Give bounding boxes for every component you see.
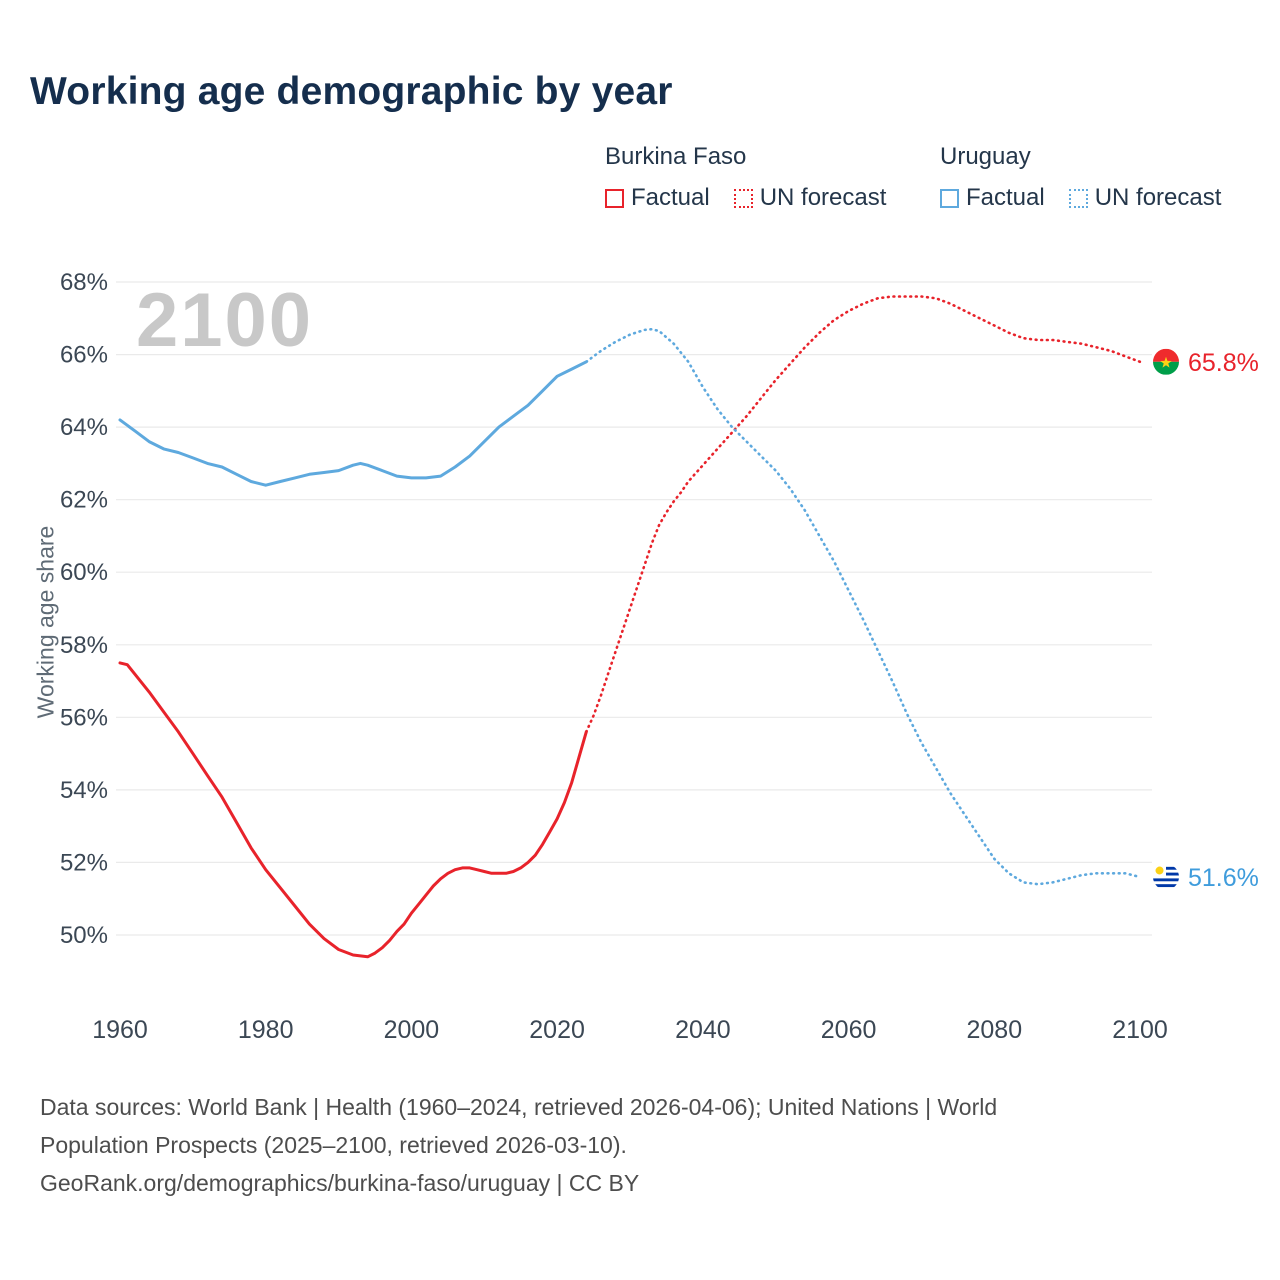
y-tick-label: 68% (60, 269, 108, 296)
series-burkina-faso-factual (118, 661, 588, 959)
legend-row-burkina-faso: Factual UN forecast (605, 184, 910, 212)
legend-country-burkina-faso: Burkina Faso (605, 143, 747, 170)
legend-label-burkina-faso-factual: Factual (631, 184, 710, 211)
y-tick-label: 64% (60, 414, 108, 441)
y-tick-label: 50% (60, 922, 108, 949)
legend-swatch-burkina-faso-forecast-icon (733, 188, 753, 208)
y-tick-label: 54% (60, 777, 108, 804)
x-tick-label: 2020 (529, 1016, 585, 1044)
legend-group-uruguay: Uruguay Factual UN forecast (940, 143, 1245, 212)
flag-uruguay-icon (1153, 863, 1179, 890)
footer: Data sources: World Bank | Health (1960–… (40, 1088, 997, 1202)
x-tick-label: 1960 (92, 1016, 148, 1044)
chart-title: Working age demographic by year (30, 70, 673, 113)
y-tick-label: 58% (60, 632, 108, 659)
y-tick-label: 66% (60, 342, 108, 369)
legend-swatch-uruguay-factual-icon (940, 188, 959, 208)
flag-burkina-faso-icon (1153, 348, 1179, 375)
x-tick-label: 2060 (821, 1016, 877, 1044)
watermark-year: 2100 (136, 278, 314, 363)
x-tick-label: 2100 (1112, 1016, 1168, 1044)
legend-swatch-burkina-faso-factual-icon (605, 188, 624, 208)
series-uruguay-factual (118, 360, 588, 487)
footer-source-line-2: Population Prospects (2025–2100, retriev… (40, 1132, 627, 1158)
end-label-uruguay: 51.6% (1188, 864, 1259, 892)
y-tick-label: 62% (60, 487, 108, 514)
x-tick-label: 2080 (966, 1016, 1022, 1044)
legend-label-uruguay-factual: Factual (966, 184, 1045, 211)
y-tick-label: 56% (60, 704, 108, 731)
footer-attribution-line: GeoRank.org/demographics/burkina-faso/ur… (40, 1170, 640, 1196)
end-label-burkina-faso: 65.8% (1188, 349, 1259, 377)
footer-source-line-1: Data sources: World Bank | Health (1960–… (40, 1094, 998, 1120)
series-uruguay-forecast (585, 327, 1142, 886)
legend-label-burkina-faso-forecast: UN forecast (759, 184, 887, 211)
x-tick-label: 2040 (675, 1016, 731, 1044)
legend-row-uruguay: Factual UN forecast (940, 184, 1245, 212)
legend-country-uruguay: Uruguay (940, 143, 1031, 170)
legend-group-burkina-faso: Burkina Faso Factual UN forecast (605, 143, 910, 212)
x-tick-label: 1980 (238, 1016, 294, 1044)
y-tick-label: 52% (60, 849, 108, 876)
x-tick-label: 2000 (384, 1016, 440, 1044)
series-burkina-faso-forecast (585, 295, 1142, 734)
legend-label-uruguay-forecast: UN forecast (1094, 184, 1222, 211)
legend-swatch-uruguay-forecast-icon (1068, 188, 1088, 208)
chart-canvas: 50% 52% 54% 56% 58% 60% 62% 64% 66% 68% 1960 1980 20… (60, 269, 1259, 1044)
y-tick-label: 60% (60, 559, 108, 586)
